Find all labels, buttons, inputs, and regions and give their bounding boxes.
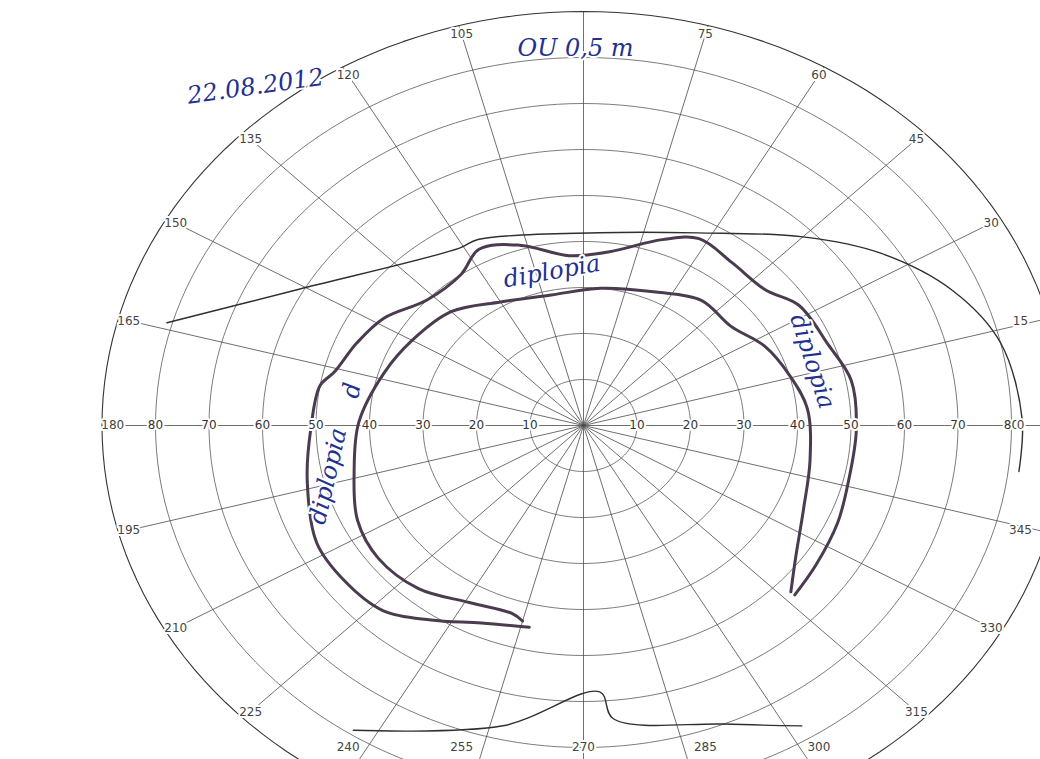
svg-text:45: 45 — [909, 132, 924, 146]
svg-text:345: 345 — [1009, 523, 1032, 537]
svg-text:40: 40 — [362, 418, 377, 432]
svg-text:255: 255 — [450, 740, 473, 754]
svg-text:30: 30 — [736, 418, 751, 432]
svg-text:330: 330 — [980, 621, 1003, 635]
svg-text:165: 165 — [117, 314, 140, 328]
svg-text:10: 10 — [629, 418, 644, 432]
svg-text:135: 135 — [239, 132, 262, 146]
svg-text:285: 285 — [694, 740, 717, 754]
svg-text:20: 20 — [469, 418, 484, 432]
svg-text:315: 315 — [905, 705, 928, 719]
svg-text:30: 30 — [984, 216, 999, 230]
svg-text:30: 30 — [984, 216, 999, 230]
svg-text:80: 80 — [148, 418, 163, 432]
svg-text:150: 150 — [164, 216, 187, 230]
svg-text:270: 270 — [572, 740, 595, 754]
svg-text:diplopia: diplopia — [501, 249, 602, 294]
svg-text:diplopia: diplopia — [303, 425, 352, 527]
svg-text:70: 70 — [950, 418, 965, 432]
svg-text:135: 135 — [239, 132, 262, 146]
svg-text:22.08.2012: 22.08.2012 — [184, 63, 325, 110]
svg-text:15: 15 — [1013, 314, 1028, 328]
svg-text:OU 0,5 m: OU 0,5 m — [517, 34, 633, 62]
svg-text:10: 10 — [629, 418, 644, 432]
svg-text:20: 20 — [683, 418, 698, 432]
svg-text:105: 105 — [450, 27, 473, 41]
svg-text:80: 80 — [148, 418, 163, 432]
svg-text:diplopia: diplopia — [784, 311, 841, 413]
svg-text:75: 75 — [698, 27, 713, 41]
svg-text:d: d — [336, 380, 366, 400]
svg-text:10: 10 — [522, 418, 537, 432]
svg-text:165: 165 — [117, 314, 140, 328]
svg-text:75: 75 — [698, 27, 713, 41]
svg-text:0: 0 — [1017, 418, 1025, 432]
svg-text:210: 210 — [164, 621, 187, 635]
svg-text:120: 120 — [337, 68, 360, 82]
svg-text:70: 70 — [201, 418, 216, 432]
svg-text:270: 270 — [572, 740, 595, 754]
svg-text:195: 195 — [117, 523, 140, 537]
svg-text:60: 60 — [897, 418, 912, 432]
svg-text:60: 60 — [255, 418, 270, 432]
svg-text:d: d — [336, 380, 366, 400]
svg-text:60: 60 — [897, 418, 912, 432]
svg-text:60: 60 — [255, 418, 270, 432]
svg-text:diplopia: diplopia — [784, 311, 841, 413]
svg-text:300: 300 — [807, 740, 830, 754]
svg-text:210: 210 — [164, 621, 187, 635]
svg-text:diplopia: diplopia — [501, 249, 602, 294]
svg-text:20: 20 — [469, 418, 484, 432]
svg-text:10: 10 — [522, 418, 537, 432]
svg-text:120: 120 — [337, 68, 360, 82]
svg-text:60: 60 — [811, 68, 826, 82]
svg-text:40: 40 — [790, 418, 805, 432]
svg-text:50: 50 — [308, 418, 323, 432]
svg-text:225: 225 — [239, 705, 262, 719]
svg-text:15: 15 — [1013, 314, 1028, 328]
svg-text:22.08.2012: 22.08.2012 — [184, 63, 325, 110]
svg-text:150: 150 — [164, 216, 187, 230]
svg-text:40: 40 — [790, 418, 805, 432]
svg-text:330: 330 — [980, 621, 1003, 635]
svg-text:180: 180 — [101, 418, 124, 432]
svg-text:50: 50 — [843, 418, 858, 432]
svg-text:345: 345 — [1009, 523, 1032, 537]
svg-text:20: 20 — [683, 418, 698, 432]
svg-text:300: 300 — [807, 740, 830, 754]
svg-text:60: 60 — [811, 68, 826, 82]
svg-text:240: 240 — [337, 740, 360, 754]
svg-text:225: 225 — [239, 705, 262, 719]
svg-text:180: 180 — [101, 418, 124, 432]
svg-text:50: 50 — [843, 418, 858, 432]
svg-text:30: 30 — [415, 418, 430, 432]
svg-text:315: 315 — [905, 705, 928, 719]
svg-text:285: 285 — [694, 740, 717, 754]
svg-text:70: 70 — [201, 418, 216, 432]
svg-text:40: 40 — [362, 418, 377, 432]
svg-text:30: 30 — [415, 418, 430, 432]
svg-text:80: 80 — [1003, 418, 1020, 433]
svg-text:45: 45 — [909, 132, 924, 146]
svg-text:105: 105 — [450, 27, 473, 41]
svg-text:195: 195 — [117, 523, 140, 537]
svg-text:30: 30 — [736, 418, 751, 432]
svg-text:70: 70 — [950, 418, 965, 432]
svg-text:255: 255 — [450, 740, 473, 754]
svg-text:OU 0,5 m: OU 0,5 m — [517, 34, 633, 62]
svg-text:diplopia: diplopia — [303, 425, 352, 527]
svg-text:0: 0 — [1017, 418, 1025, 432]
svg-text:240: 240 — [337, 740, 360, 754]
svg-text:50: 50 — [308, 418, 323, 432]
